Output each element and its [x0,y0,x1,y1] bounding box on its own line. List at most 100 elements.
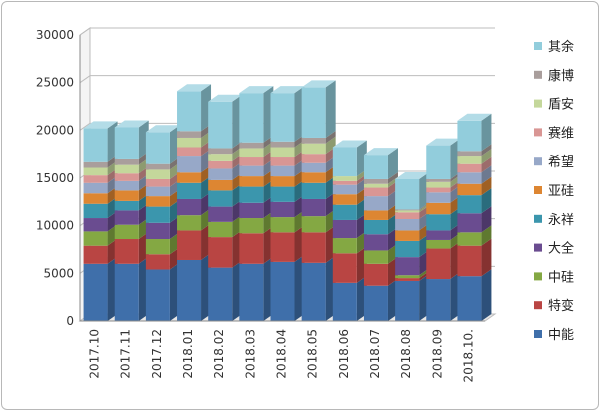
bar-segment [332,204,357,220]
legend-item: 希望 [534,154,574,170]
bar-segment [332,176,357,181]
bar-segment [114,263,139,321]
x-tick-label: 2017.11 [119,329,133,379]
bar-segment [301,137,326,144]
bars [83,80,492,321]
bar-segment [395,275,420,279]
bar-segment [270,157,295,166]
bar-top [395,171,430,179]
x-tick-label: 2018.07 [368,329,382,379]
legend-label: 特变 [548,298,574,314]
bar-segment [395,280,420,321]
bar-segment [239,157,264,166]
bar-segment [177,131,202,138]
legend-item: 赛维 [534,125,574,141]
legend-item: 康博 [534,68,574,84]
bar-segment [177,259,202,321]
bar-segment [332,184,357,195]
bar-segment [270,141,295,148]
bar-segment [363,155,388,179]
y-tick-label: 0 [66,314,74,328]
legend-label: 永祥 [548,213,574,228]
bar-segment [270,186,295,202]
legend-swatch [534,70,542,79]
bar-segment [301,172,326,183]
legend-label: 中能 [548,328,574,343]
bar-segment-side [481,113,492,152]
bar-segment [114,210,139,225]
legend-label: 盾安 [548,98,574,113]
bar-segment [363,210,388,220]
legend-swatch [534,301,542,310]
bar-segment [457,213,482,233]
bar-segment [239,218,264,234]
x-tick-label: 2017.10 [88,329,102,379]
bar-segment-side [481,238,492,277]
legend-item: 亚硅 [534,184,574,199]
bar-top [114,120,149,128]
bar-segment [426,230,451,240]
bar-segment [301,198,326,217]
bar-segment-side [481,188,492,214]
bar-segment [332,194,357,205]
bar-segment [332,282,357,321]
bar-segment [395,257,420,276]
bar-segment [114,164,139,174]
legend-item: 永祥 [534,213,574,228]
bar-segment-side [387,148,398,179]
bar-segment [83,175,108,183]
bar-segment [426,214,451,231]
legend-item: 盾安 [534,98,574,113]
bar-segment-side [481,176,492,196]
bar-segment [83,263,108,321]
bar-segment [426,187,451,193]
bar-segment [208,206,233,222]
bar-segment [395,210,420,213]
bar-segment [177,156,202,173]
x-tick-label: 2018.05 [306,329,320,379]
bar-stack [363,148,398,321]
x-tick-label: 2018.01 [181,329,195,379]
bar-segment [332,253,357,283]
legend-item: 其余 [534,39,574,55]
bar-segment [239,142,264,149]
bar-segment-side [481,144,492,157]
bar-segment [114,190,139,201]
bar-segment [426,178,451,182]
bar-segment [457,151,482,157]
legend-swatch [534,42,542,50]
bar-segment [83,193,108,204]
legend-swatch [534,330,542,338]
legend-swatch [534,99,542,108]
bar-segment [177,215,202,231]
bar-segment [457,276,482,321]
bar-segment [145,254,170,270]
bar-segment [177,198,202,216]
x-tick-label: 2018.08 [399,329,413,379]
bar-segment [239,202,264,219]
bar-stack [177,84,212,321]
bar-segment [363,250,388,264]
bar-segment [332,180,357,185]
bar-segment [208,148,233,155]
x-tick-label: 2017.12 [150,329,164,379]
bar-segment [457,120,482,152]
bar-segment [301,154,326,163]
bar-segment-side [325,130,336,144]
bar-segment [177,172,202,183]
x-tick-label: 2018.10. [461,329,475,382]
bar-stack [332,140,367,321]
bar-top [270,86,305,94]
y-axis: 0 5000 10000 15000 20000 25000 30000 [36,28,81,328]
bar-segment [457,245,482,277]
bar-stack [395,171,430,321]
bar-segment [363,196,388,211]
bar-segment [145,196,170,207]
legend-swatch [534,243,542,252]
bar-segment [114,224,139,240]
bar-segment [208,179,233,191]
bar-top [363,148,398,156]
bar-segment [270,147,295,158]
x-tick-label: 2018.03 [243,329,257,379]
